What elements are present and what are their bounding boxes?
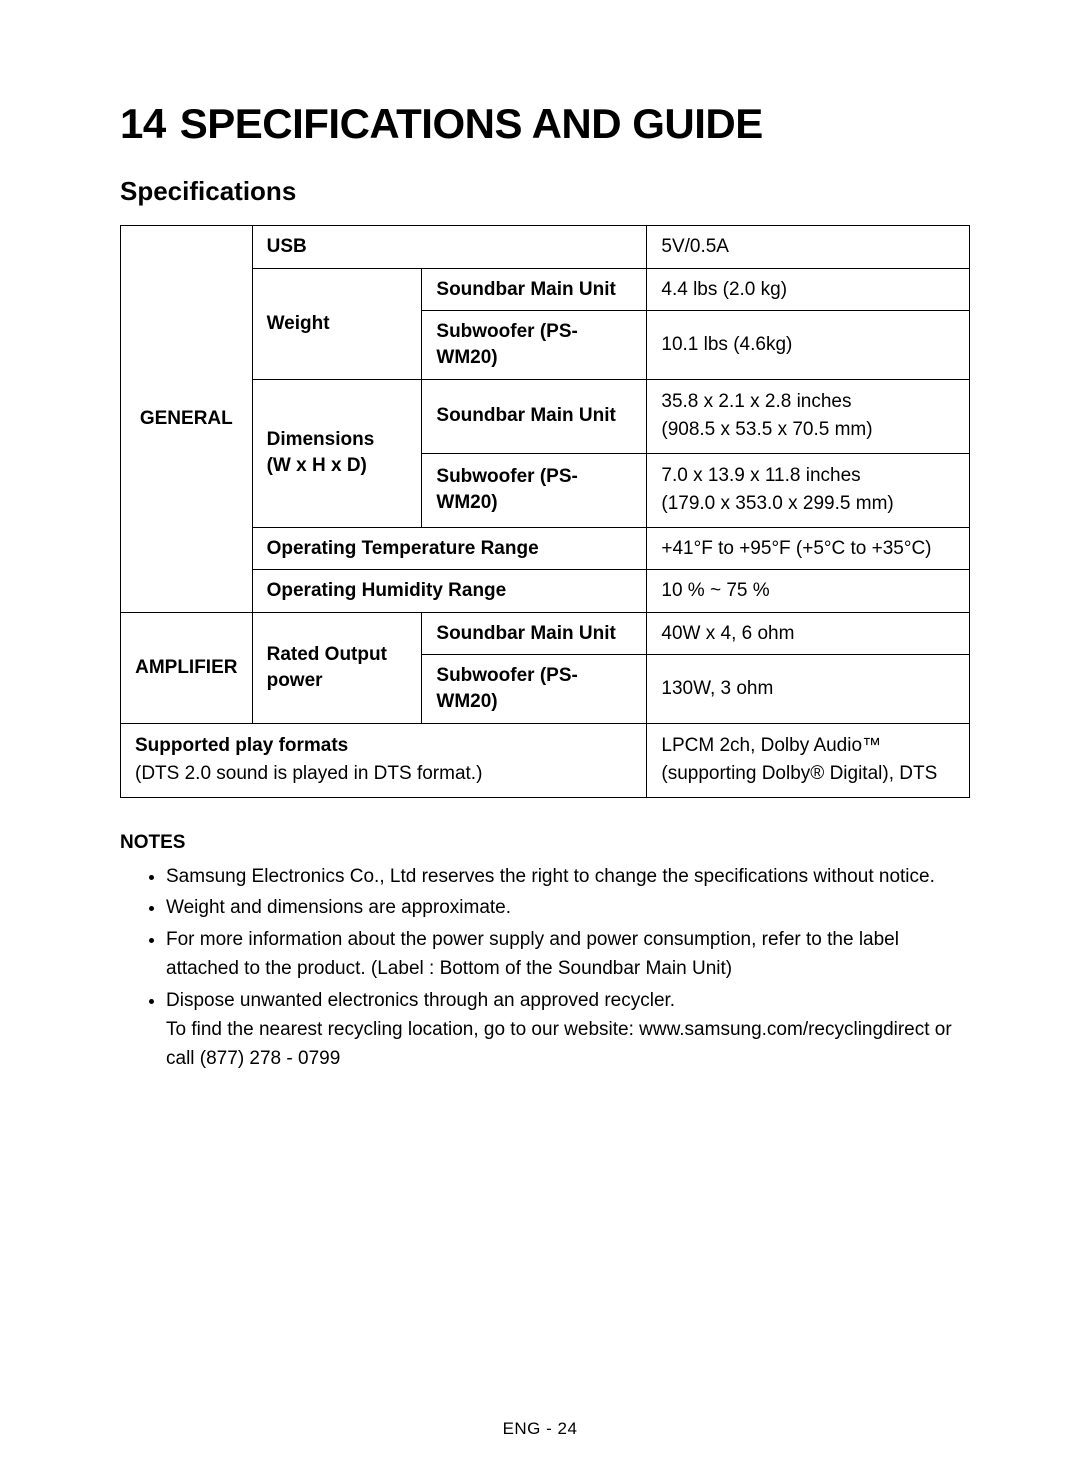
spec-formats-value-line2: (supporting Dolby® Digital), DTS bbox=[661, 760, 955, 789]
category-amplifier: AMPLIFIER bbox=[121, 612, 253, 723]
spec-op-temp-label: Operating Temperature Range bbox=[252, 527, 647, 570]
notes-item: For more information about the power sup… bbox=[166, 925, 960, 984]
chapter-title: 14 SPECIFICATIONS AND GUIDE bbox=[120, 100, 970, 148]
spec-dim-soundbar-label: Soundbar Main Unit bbox=[422, 379, 647, 453]
spec-dimensions-label-line2: (W x H x D) bbox=[267, 453, 408, 479]
notes-item4-line1: Dispose unwanted electronics through an … bbox=[166, 986, 960, 1015]
specifications-table: GENERAL USB 5V/0.5A Weight Soundbar Main… bbox=[120, 225, 970, 798]
spec-dimensions-label: Dimensions (W x H x D) bbox=[252, 379, 422, 527]
spec-dim-soundbar-line1: 35.8 x 2.1 x 2.8 inches bbox=[661, 388, 955, 417]
category-general: GENERAL bbox=[121, 226, 253, 613]
spec-rated-label-line1: Rated Output bbox=[267, 642, 408, 668]
spec-rated-subwoofer-label: Subwoofer (PS-WM20) bbox=[422, 655, 647, 723]
spec-dim-subwoofer-value: 7.0 x 13.9 x 11.8 inches (179.0 x 353.0 … bbox=[647, 453, 970, 527]
spec-op-humidity-value: 10 % ~ 75 % bbox=[647, 570, 970, 613]
chapter-title-text: SPECIFICATIONS AND GUIDE bbox=[180, 100, 763, 147]
spec-dimensions-label-line1: Dimensions bbox=[267, 427, 408, 453]
notes-heading: NOTES bbox=[120, 832, 970, 854]
page-footer: ENG - 24 bbox=[0, 1419, 1080, 1439]
spec-rated-label: Rated Output power bbox=[252, 612, 422, 723]
spec-op-temp-value: +41°F to +95°F (+5°C to +35°C) bbox=[647, 527, 970, 570]
spec-weight-subwoofer-label: Subwoofer (PS-WM20) bbox=[422, 311, 647, 379]
spec-rated-soundbar-value: 40W x 4, 6 ohm bbox=[647, 612, 970, 655]
notes-item: Weight and dimensions are approximate. bbox=[166, 893, 960, 922]
spec-formats-label-line1: Supported play formats bbox=[135, 732, 632, 761]
section-heading: Specifications bbox=[120, 176, 970, 207]
spec-weight-soundbar-value: 4.4 lbs (2.0 kg) bbox=[647, 268, 970, 311]
notes-list: Samsung Electronics Co., Ltd reserves th… bbox=[166, 862, 970, 1074]
spec-weight-subwoofer-value: 10.1 lbs (4.6kg) bbox=[647, 311, 970, 379]
notes-item: Samsung Electronics Co., Ltd reserves th… bbox=[166, 862, 960, 891]
spec-dim-subwoofer-label: Subwoofer (PS-WM20) bbox=[422, 453, 647, 527]
spec-rated-soundbar-label: Soundbar Main Unit bbox=[422, 612, 647, 655]
spec-rated-subwoofer-value: 130W, 3 ohm bbox=[647, 655, 970, 723]
spec-dim-soundbar-value: 35.8 x 2.1 x 2.8 inches (908.5 x 53.5 x … bbox=[647, 379, 970, 453]
notes-item4-line2: To find the nearest recycling location, … bbox=[166, 1015, 960, 1074]
spec-formats-label: Supported play formats (DTS 2.0 sound is… bbox=[121, 723, 647, 797]
spec-dim-subwoofer-line2: (179.0 x 353.0 x 299.5 mm) bbox=[661, 490, 955, 519]
spec-usb-label: USB bbox=[252, 226, 647, 269]
spec-formats-label-line2: (DTS 2.0 sound is played in DTS format.) bbox=[135, 760, 632, 789]
spec-weight-label: Weight bbox=[252, 268, 422, 379]
spec-formats-value: LPCM 2ch, Dolby Audio™ (supporting Dolby… bbox=[647, 723, 970, 797]
spec-op-humidity-label: Operating Humidity Range bbox=[252, 570, 647, 613]
notes-item: Dispose unwanted electronics through an … bbox=[166, 986, 960, 1074]
spec-dim-subwoofer-line1: 7.0 x 13.9 x 11.8 inches bbox=[661, 462, 955, 491]
spec-formats-value-line1: LPCM 2ch, Dolby Audio™ bbox=[661, 732, 955, 761]
chapter-number: 14 bbox=[120, 100, 166, 147]
spec-weight-soundbar-label: Soundbar Main Unit bbox=[422, 268, 647, 311]
spec-usb-value: 5V/0.5A bbox=[647, 226, 970, 269]
spec-dim-soundbar-line2: (908.5 x 53.5 x 70.5 mm) bbox=[661, 416, 955, 445]
spec-rated-label-line2: power bbox=[267, 668, 408, 694]
